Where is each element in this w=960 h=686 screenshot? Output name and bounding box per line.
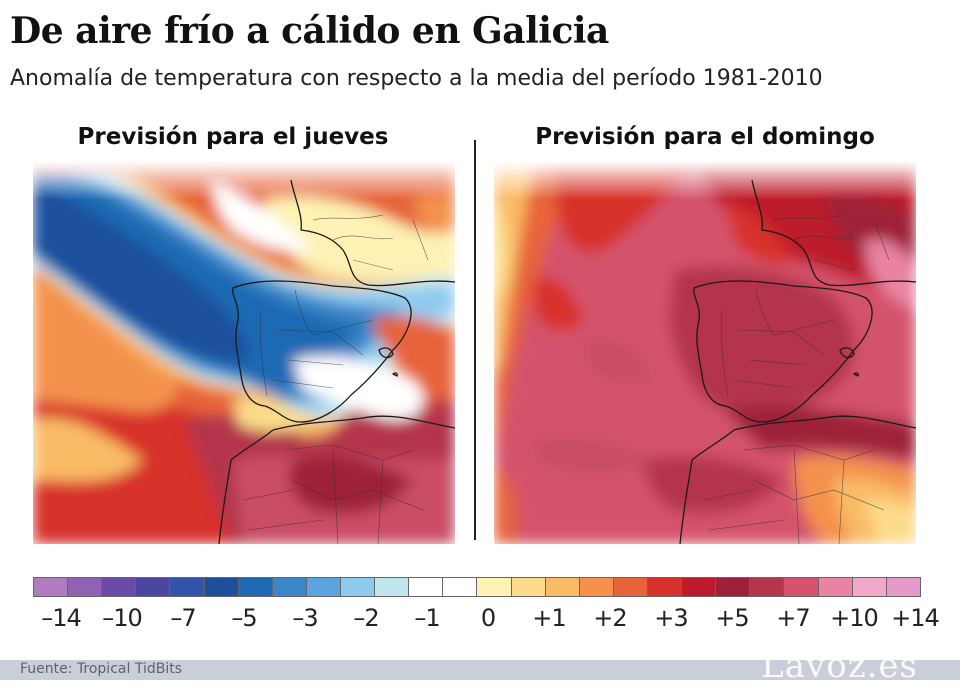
- legend-swatch: [579, 578, 614, 596]
- legend-tick-label: 0: [480, 604, 496, 632]
- coastlines-sunday: [679, 179, 916, 544]
- panel-title-thursday: Previsión para el jueves: [77, 124, 389, 150]
- map-sunday-svg: [494, 160, 916, 544]
- legend-swatch: [170, 578, 205, 596]
- map-sunday: [494, 160, 916, 544]
- legend-swatch: [784, 578, 819, 596]
- legend-swatch: [818, 578, 853, 596]
- legend-swatch: [375, 578, 410, 596]
- legend-swatch: [477, 578, 512, 596]
- legend-swatch: [68, 578, 103, 596]
- legend-tick-label: +5: [715, 604, 749, 632]
- legend-tick-label: –7: [170, 604, 196, 632]
- legend-tick-label: –10: [102, 604, 143, 632]
- legend-tick-label: –1: [414, 604, 440, 632]
- legend-tick-label: +1: [532, 604, 566, 632]
- borders-thursday: [242, 214, 429, 544]
- top-fade-sunday: [494, 160, 916, 200]
- legend-tick-label: –3: [292, 604, 318, 632]
- legend-tick-label: +10: [830, 604, 879, 632]
- page-subtitle: Anomalía de temperatura con respecto a l…: [10, 66, 823, 91]
- page-title: De aire frío a cálido en Galicia: [10, 10, 609, 52]
- legend-swatch: [409, 578, 444, 596]
- legend-swatch: [647, 578, 683, 596]
- legend-swatch: [511, 578, 546, 596]
- coastlines-thursday: [218, 179, 455, 544]
- borders-sunday: [703, 214, 890, 544]
- footer-bar: [0, 660, 960, 680]
- top-fade: [33, 160, 455, 200]
- legend-swatch: [340, 578, 376, 596]
- legend-swatch: [852, 578, 887, 596]
- legend-swatch: [136, 578, 171, 596]
- legend-tick-label: –5: [231, 604, 257, 632]
- legend-swatch: [306, 578, 341, 596]
- legend-swatch: [238, 578, 273, 596]
- panel-divider: [474, 140, 476, 540]
- source-credit: Fuente: Tropical TidBits: [20, 661, 182, 677]
- legend-swatch: [682, 578, 717, 596]
- panel-title-sunday: Previsión para el domingo: [535, 124, 875, 150]
- publisher-logo: Lavoz.es: [761, 646, 918, 686]
- legend-swatch: [886, 578, 920, 596]
- legend-swatch: [443, 578, 478, 596]
- legend-swatch: [545, 578, 580, 596]
- legend-tick-label: +2: [593, 604, 627, 632]
- legend-swatch: [102, 578, 137, 596]
- anomaly-field-sunday: [494, 160, 916, 544]
- legend-tick-label: –14: [41, 604, 82, 632]
- map-thursday: [33, 160, 455, 544]
- legend-swatch: [34, 578, 69, 596]
- legend-color-scale: [33, 577, 921, 597]
- legend-swatch: [204, 578, 239, 596]
- legend-swatch: [613, 578, 648, 596]
- legend-tick-label: +3: [654, 604, 688, 632]
- legend-tick-label: +7: [776, 604, 810, 632]
- legend-swatch: [272, 578, 307, 596]
- legend-swatch: [716, 578, 751, 596]
- map-thursday-svg: [33, 160, 455, 544]
- legend-swatch: [750, 578, 785, 596]
- anomaly-field-thursday: [33, 160, 455, 544]
- legend-tick-label: –2: [353, 604, 379, 632]
- legend-tick-label: +14: [891, 604, 940, 632]
